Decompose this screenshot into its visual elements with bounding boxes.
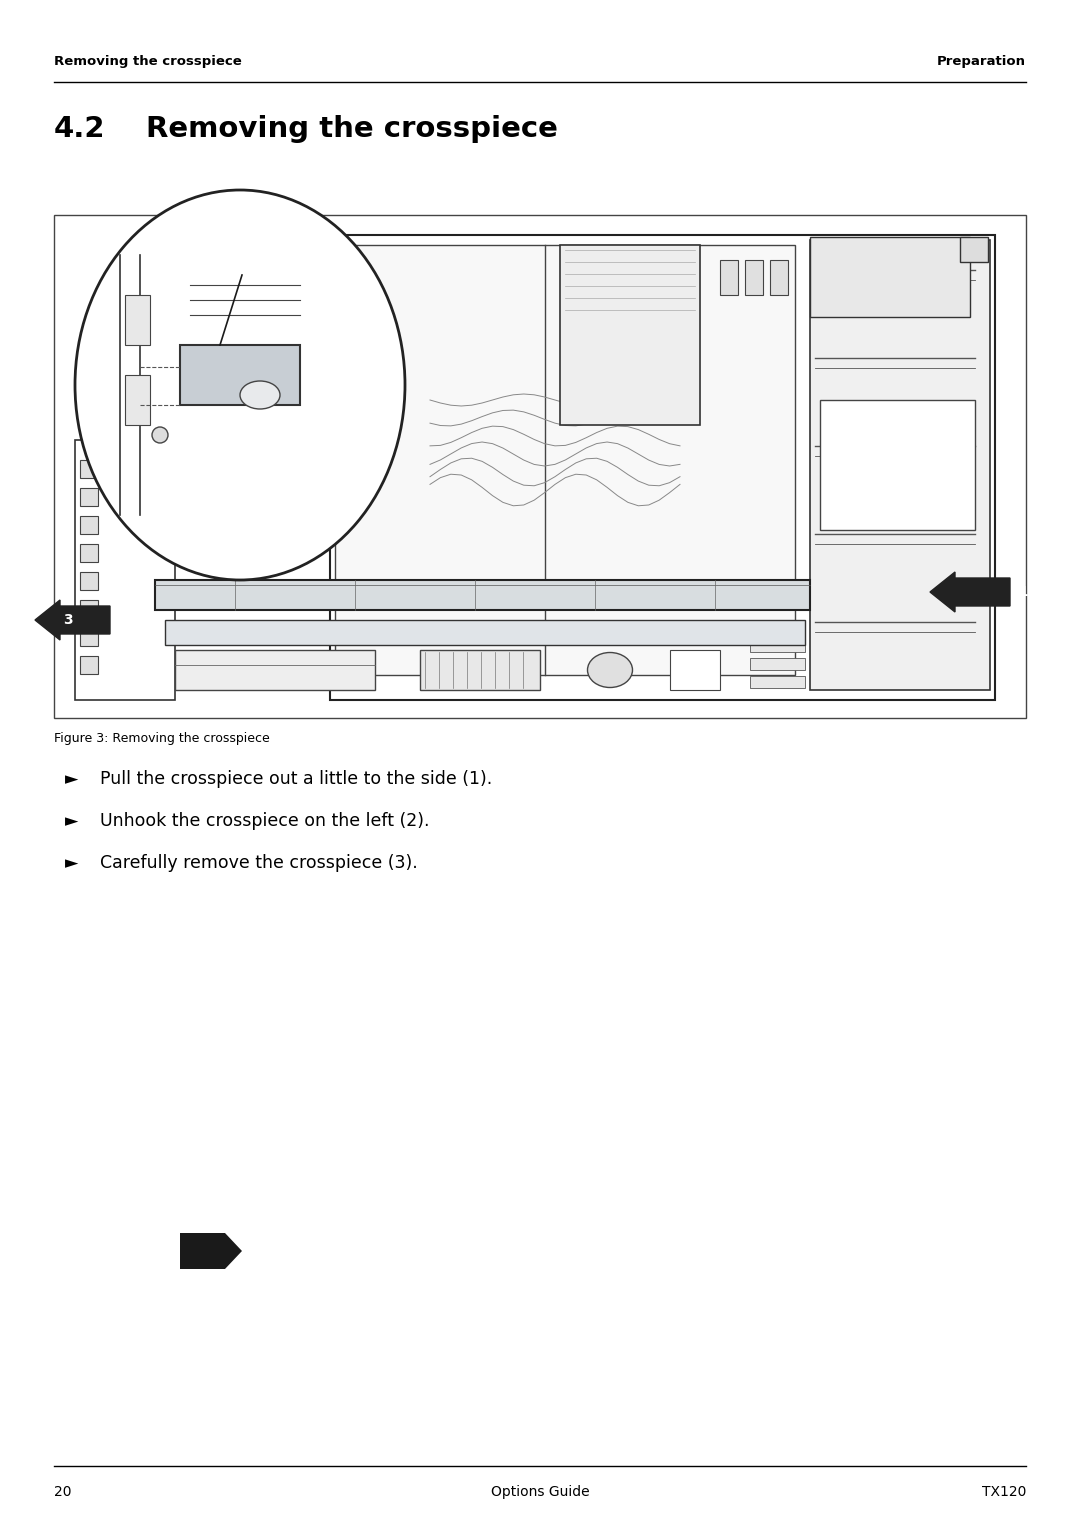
- Text: Unhook the crosspiece on the left (2).: Unhook the crosspiece on the left (2).: [100, 812, 430, 830]
- FancyBboxPatch shape: [80, 572, 98, 591]
- FancyBboxPatch shape: [165, 620, 805, 645]
- Text: Preparation: Preparation: [937, 55, 1026, 69]
- Text: 2: 2: [198, 269, 207, 282]
- FancyBboxPatch shape: [750, 658, 805, 670]
- FancyBboxPatch shape: [125, 375, 150, 426]
- Text: ►: ►: [65, 855, 79, 871]
- FancyBboxPatch shape: [820, 400, 975, 530]
- Text: Options Guide: Options Guide: [490, 1485, 590, 1499]
- FancyBboxPatch shape: [561, 246, 700, 426]
- FancyBboxPatch shape: [335, 246, 795, 674]
- FancyBboxPatch shape: [330, 235, 995, 700]
- FancyBboxPatch shape: [80, 543, 98, 562]
- FancyBboxPatch shape: [750, 676, 805, 688]
- Ellipse shape: [588, 653, 633, 688]
- Circle shape: [152, 427, 168, 443]
- Text: TX120: TX120: [982, 1485, 1026, 1499]
- FancyBboxPatch shape: [810, 237, 970, 317]
- FancyBboxPatch shape: [750, 639, 805, 652]
- FancyBboxPatch shape: [810, 240, 990, 690]
- Text: Figure 3: Removing the crosspiece: Figure 3: Removing the crosspiece: [54, 732, 270, 745]
- FancyBboxPatch shape: [80, 516, 98, 534]
- FancyArrow shape: [35, 600, 110, 639]
- FancyBboxPatch shape: [670, 650, 720, 690]
- FancyBboxPatch shape: [156, 580, 810, 610]
- FancyBboxPatch shape: [770, 259, 788, 295]
- Text: ►: ►: [65, 812, 79, 830]
- Text: ►: ►: [65, 771, 79, 787]
- Text: Carefully remove the crosspiece (3).: Carefully remove the crosspiece (3).: [100, 855, 418, 871]
- Text: 3: 3: [64, 613, 72, 627]
- FancyBboxPatch shape: [80, 600, 98, 618]
- FancyBboxPatch shape: [75, 439, 175, 700]
- Text: 4.2: 4.2: [54, 114, 106, 143]
- FancyBboxPatch shape: [80, 656, 98, 674]
- FancyBboxPatch shape: [175, 650, 375, 690]
- FancyBboxPatch shape: [420, 650, 540, 690]
- FancyBboxPatch shape: [80, 459, 98, 478]
- FancyBboxPatch shape: [125, 295, 150, 345]
- Ellipse shape: [75, 191, 405, 580]
- Text: 1: 1: [1018, 584, 1028, 600]
- FancyBboxPatch shape: [54, 215, 1026, 719]
- FancyBboxPatch shape: [180, 345, 300, 404]
- Text: Removing the crosspiece: Removing the crosspiece: [146, 114, 558, 143]
- FancyBboxPatch shape: [80, 488, 98, 507]
- FancyBboxPatch shape: [960, 237, 988, 262]
- Polygon shape: [180, 1233, 242, 1270]
- Text: Removing the crosspiece: Removing the crosspiece: [54, 55, 242, 69]
- FancyArrow shape: [930, 572, 1010, 612]
- FancyBboxPatch shape: [745, 259, 762, 295]
- Text: Pull the crosspiece out a little to the side (1).: Pull the crosspiece out a little to the …: [100, 771, 492, 787]
- Text: 20: 20: [54, 1485, 71, 1499]
- FancyBboxPatch shape: [720, 259, 738, 295]
- FancyBboxPatch shape: [80, 629, 98, 645]
- Ellipse shape: [240, 382, 280, 409]
